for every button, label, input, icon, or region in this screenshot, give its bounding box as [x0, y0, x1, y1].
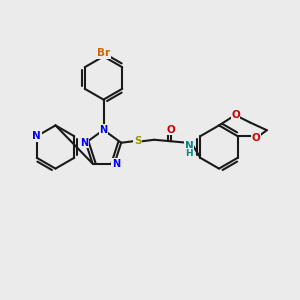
Text: N: N: [185, 141, 194, 152]
Text: N: N: [32, 131, 41, 141]
Text: O: O: [166, 125, 175, 135]
Text: O: O: [231, 110, 240, 120]
Text: Br: Br: [97, 48, 110, 59]
Text: N: N: [80, 138, 88, 148]
Text: H: H: [185, 149, 193, 158]
Text: N: N: [99, 125, 108, 135]
Text: O: O: [252, 133, 261, 143]
Text: N: N: [112, 158, 120, 169]
Text: S: S: [134, 136, 141, 146]
